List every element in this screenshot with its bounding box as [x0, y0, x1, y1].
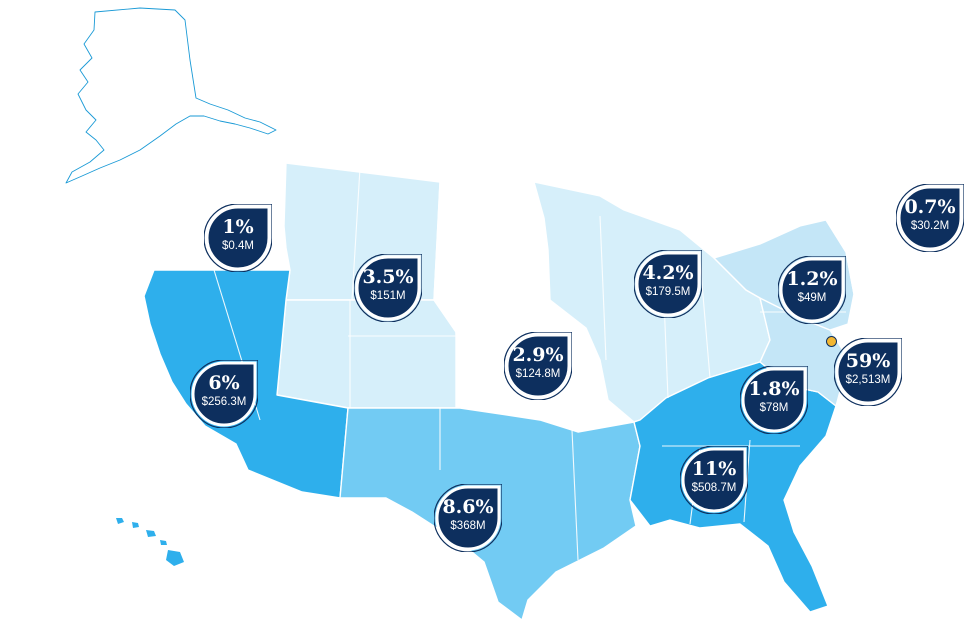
region-amount: $0.4M [222, 240, 254, 252]
marker-mountain-north[interactable]: 3.5% $151M [354, 254, 422, 322]
marker-plains[interactable]: 2.9% $124.8M [504, 332, 572, 400]
national-capital-dot [826, 336, 837, 347]
region-share: 0.7% [904, 196, 956, 218]
badge-shape [896, 184, 964, 252]
badge-shape [834, 338, 902, 406]
badge-shape [778, 256, 846, 324]
region-share: 1.2% [786, 268, 838, 290]
badge-shape [504, 332, 572, 400]
marker-new-england[interactable]: 0.7% $30.2M [896, 184, 964, 252]
marker-southeast[interactable]: 11% $508.7M [680, 446, 748, 514]
region-amount: $124.8M [515, 368, 561, 380]
marker-national-capital[interactable]: 59% $2,513M [834, 338, 902, 406]
marker-midwest[interactable]: 4.2% $179.5M [634, 250, 702, 318]
region-share: 8.6% [442, 496, 494, 518]
badge-shape [354, 254, 422, 322]
region-share: 11% [691, 458, 737, 480]
badge-shape [204, 204, 272, 272]
region-share: 4.2% [642, 262, 694, 284]
badge-shape [740, 366, 808, 434]
marker-mid-atlantic[interactable]: 1.2% $49M [778, 256, 846, 324]
hawaii-islands [116, 518, 184, 566]
region-amount: $256.3M [201, 396, 247, 408]
region-share: 59% [845, 350, 891, 372]
alaska-outline [65, 7, 277, 184]
region-amount: $368M [450, 520, 486, 532]
marker-west[interactable]: 6% $256.3M [190, 360, 258, 428]
region-amount: $2,513M [845, 374, 891, 386]
marker-northwest[interactable]: 1% $0.4M [204, 204, 272, 272]
region-amount: $179.5M [645, 286, 691, 298]
badge-shape [434, 484, 502, 552]
badge-shape [634, 250, 702, 318]
marker-mid-south-atlantic[interactable]: 1.8% $78M [740, 366, 808, 434]
region-amount: $78M [759, 402, 789, 414]
region-amount: $30.2M [910, 220, 950, 232]
region-amount: $49M [797, 292, 827, 304]
region-share: 6% [208, 372, 240, 394]
region-amount: $508.7M [691, 482, 737, 494]
region-share: 1.8% [748, 378, 800, 400]
marker-south-central[interactable]: 8.6% $368M [434, 484, 502, 552]
badge-shape [680, 446, 748, 514]
region-share: 2.9% [512, 344, 564, 366]
region-share: 1% [222, 216, 254, 238]
region-share: 3.5% [362, 266, 414, 288]
badge-shape [190, 360, 258, 428]
region-amount: $151M [370, 290, 406, 302]
